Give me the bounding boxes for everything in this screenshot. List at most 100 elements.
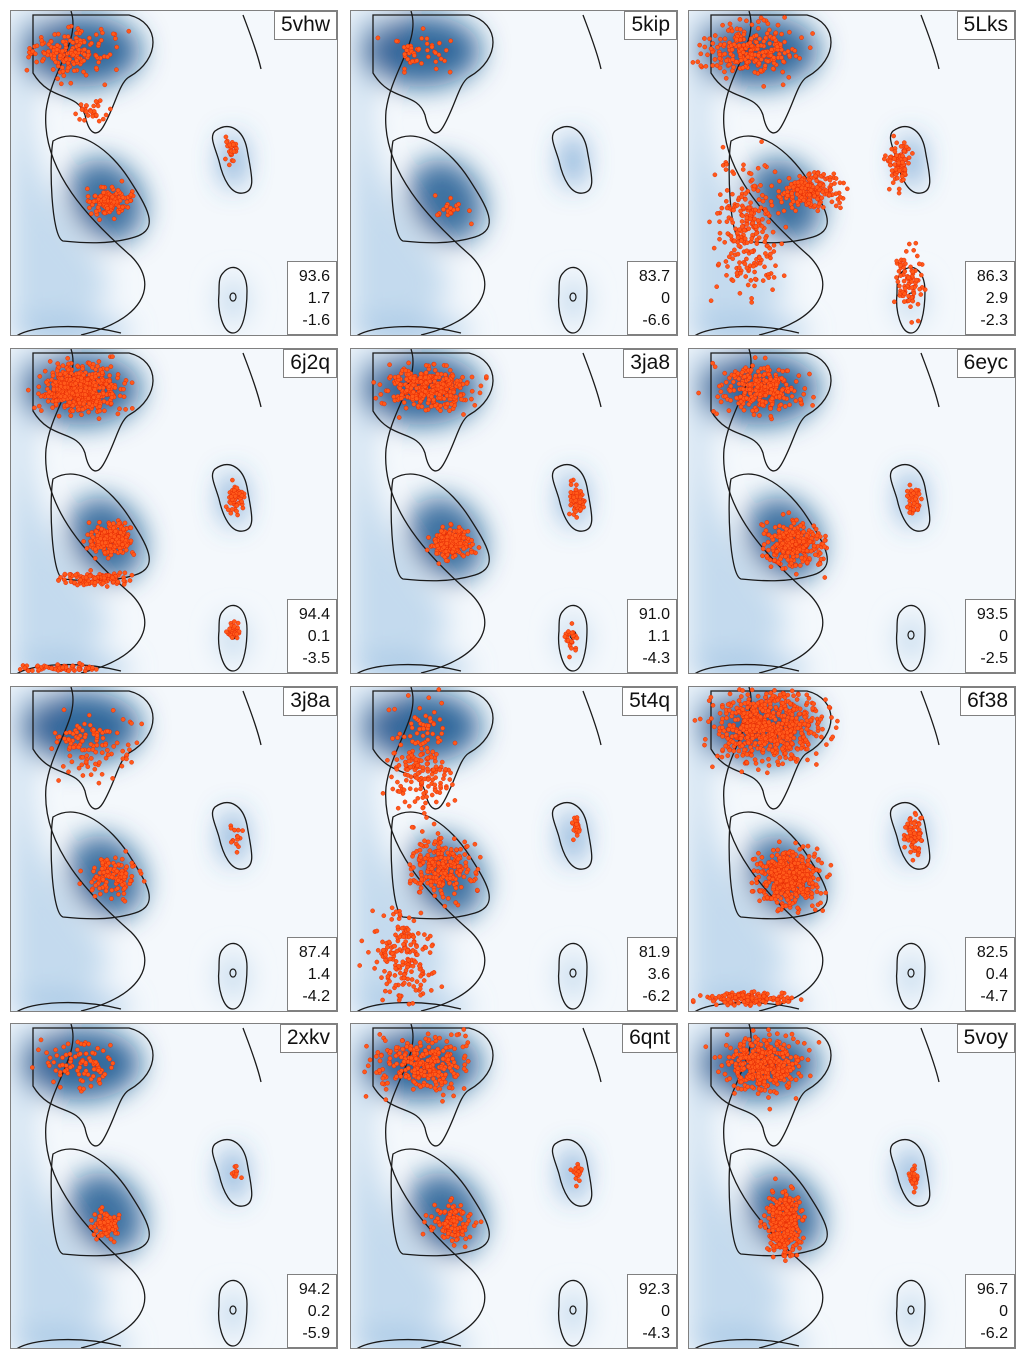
residue-point	[121, 394, 127, 400]
stat-value-1: 93.5	[976, 606, 1008, 623]
residue-point	[443, 405, 449, 410]
residue-point	[366, 949, 371, 955]
residue-point	[120, 717, 126, 722]
residue-point	[796, 373, 802, 378]
residue-point	[32, 51, 38, 57]
contour-line-outer	[385, 687, 486, 1011]
residue-point	[799, 555, 804, 561]
residue-points	[24, 24, 239, 222]
residue-point	[85, 377, 90, 382]
residue-point	[755, 43, 761, 49]
residue-point	[63, 580, 69, 585]
residue-point	[433, 50, 438, 56]
residue-point	[817, 561, 823, 567]
residue-point	[414, 385, 419, 391]
residue-point	[415, 771, 421, 776]
residue-point	[447, 69, 453, 75]
residue-point	[771, 242, 777, 248]
residue-point	[444, 393, 450, 399]
residue-point	[904, 488, 910, 494]
residue-point	[738, 394, 744, 400]
residue-point	[389, 951, 395, 956]
residue-point	[731, 42, 737, 47]
residue-point	[86, 747, 92, 753]
residue-point	[782, 15, 787, 20]
residue-point	[437, 767, 443, 773]
residue-point	[774, 549, 780, 554]
residue-point	[111, 521, 116, 526]
residue-point	[712, 172, 718, 178]
residue-point	[89, 756, 94, 761]
residue-point	[749, 296, 754, 301]
contour-line-5	[17, 325, 122, 335]
residue-point	[913, 487, 919, 493]
residue-point	[235, 620, 241, 626]
residue-point	[415, 763, 420, 768]
residue-point	[97, 727, 103, 733]
residue-point	[62, 736, 67, 742]
residue-point	[56, 578, 61, 583]
residue-point	[105, 747, 110, 753]
residue-point	[402, 66, 407, 72]
residue-point	[68, 395, 74, 401]
residue-point	[428, 933, 433, 939]
residue-point	[17, 667, 23, 672]
residue-point	[717, 219, 722, 224]
residue-point	[412, 53, 417, 58]
residue-point	[735, 230, 740, 236]
residue-point	[40, 58, 45, 64]
residue-point	[893, 166, 899, 172]
residue-point	[357, 963, 362, 968]
residue-point	[767, 41, 772, 46]
residue-point	[917, 286, 922, 292]
residue-point	[729, 47, 735, 52]
residue-point	[129, 873, 135, 879]
residue-point	[124, 543, 130, 548]
residue-point	[30, 668, 35, 673]
contour-line-3	[551, 802, 593, 870]
residue-point	[450, 549, 455, 555]
residue-point	[406, 957, 411, 963]
residue-point	[240, 828, 245, 833]
residue-point	[748, 200, 753, 205]
residue-point	[88, 772, 94, 777]
residue-point	[438, 403, 443, 409]
residue-point	[739, 186, 745, 191]
residue-point	[88, 109, 94, 114]
residue-point	[743, 274, 749, 279]
residue-point	[74, 30, 79, 36]
residue-point	[896, 268, 902, 274]
residue-point	[42, 51, 47, 56]
residue-point	[70, 663, 75, 669]
residue-point	[433, 775, 438, 780]
residue-point	[814, 184, 820, 190]
residue-point	[744, 240, 750, 245]
residue-point	[427, 950, 433, 955]
contour-line-2	[728, 473, 828, 582]
residue-point	[381, 401, 387, 407]
residue-point	[435, 851, 441, 856]
residue-point	[444, 203, 449, 209]
residue-point	[141, 878, 147, 884]
residue-point	[405, 773, 411, 778]
residue-point	[707, 219, 712, 225]
residue-point	[573, 502, 579, 508]
residue-point	[715, 211, 720, 216]
residue-point	[750, 363, 755, 369]
residue-point	[738, 399, 744, 404]
residue-point	[749, 235, 755, 241]
residue-point	[399, 925, 405, 931]
residue-point	[768, 383, 773, 388]
residue-point	[833, 176, 839, 181]
residue-point	[115, 885, 120, 891]
residue-point	[464, 381, 470, 386]
stat-value-1: 91.0	[638, 606, 670, 623]
density-peak-beta	[21, 15, 141, 87]
contour-ring	[229, 292, 237, 302]
residue-point	[821, 171, 826, 177]
residue-point	[427, 848, 433, 853]
residue-point	[788, 524, 794, 529]
residue-point	[105, 752, 111, 758]
contour-line-4	[557, 604, 588, 672]
residue-point	[70, 390, 75, 396]
